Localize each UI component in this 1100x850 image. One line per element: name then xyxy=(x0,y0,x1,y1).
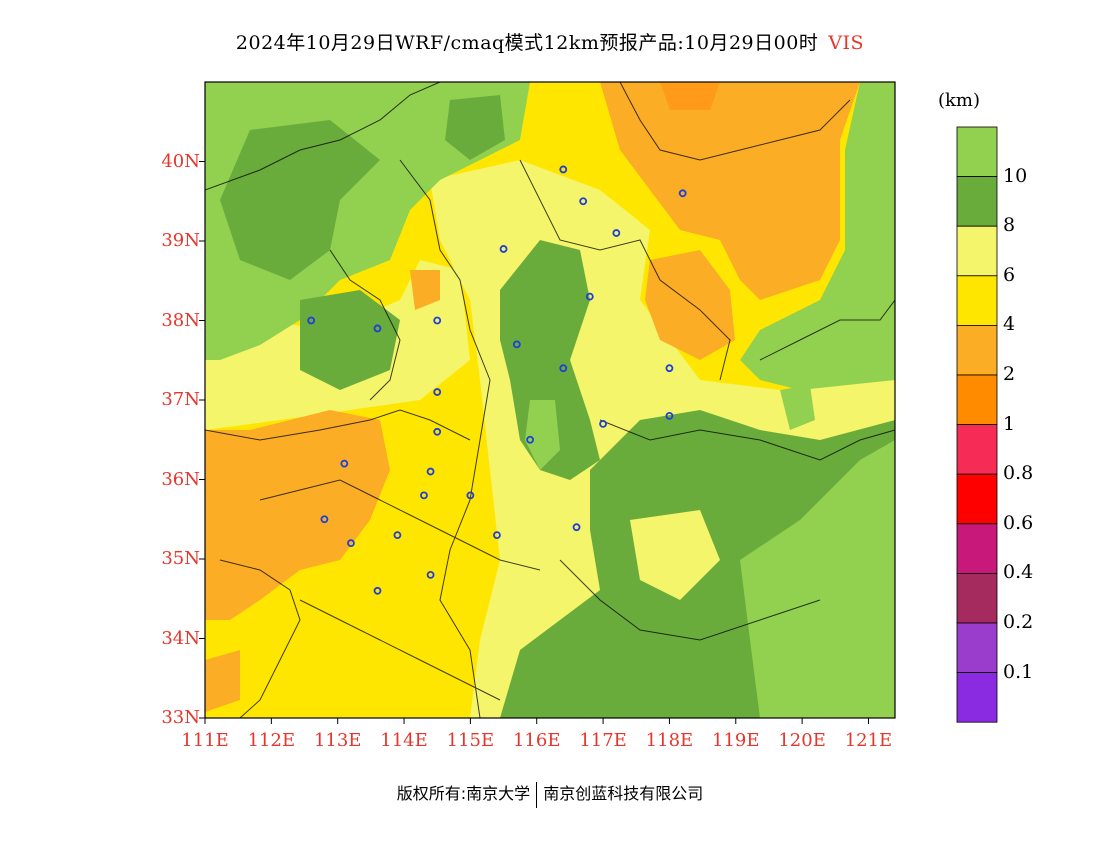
station-marker xyxy=(393,531,402,540)
colorbar-swatch xyxy=(956,126,998,177)
station-marker xyxy=(665,364,674,373)
region-vis-10-central xyxy=(525,400,560,470)
colorbar-swatch xyxy=(956,672,998,723)
station-marker xyxy=(499,245,508,253)
copyright-left: 版权所有:南京大学 xyxy=(396,784,531,803)
lon-label: 117E xyxy=(579,730,627,751)
region-vis-2-4-bohai xyxy=(645,250,735,360)
title-variable: VIS xyxy=(828,32,865,54)
colorbar xyxy=(956,126,998,723)
lon-label: 111E xyxy=(181,730,229,751)
colorbar-swatch xyxy=(956,275,998,326)
lat-label: 37N xyxy=(161,389,200,410)
colorbar-label: 0.8 xyxy=(1003,462,1034,485)
city-stations xyxy=(307,165,687,595)
colorbar-swatch xyxy=(956,176,998,227)
colorbar-label: 0.4 xyxy=(1003,561,1034,584)
station-marker xyxy=(526,435,534,444)
lat-label: 33N xyxy=(161,707,200,728)
colorbar-swatch xyxy=(956,473,998,525)
station-marker xyxy=(579,197,588,206)
colorbar-swatch xyxy=(956,324,998,376)
region-vis-10-sea xyxy=(740,82,895,390)
station-marker xyxy=(612,229,621,237)
copyright-footer: 版权所有:南京大学 南京创蓝科技有限公司 xyxy=(0,780,1100,808)
station-marker xyxy=(493,531,501,540)
lon-label: 113E xyxy=(313,730,362,751)
lat-label: 35N xyxy=(161,548,200,569)
station-marker xyxy=(426,571,435,579)
station-marker xyxy=(678,189,687,198)
region-vis-2-4-patch xyxy=(410,270,440,310)
station-marker xyxy=(585,292,594,301)
lon-label: 120E xyxy=(778,730,826,751)
colorbar-label: 6 xyxy=(1003,263,1016,286)
colorbar-unit: (km) xyxy=(938,90,981,111)
station-marker xyxy=(420,491,428,500)
lat-label: 39N xyxy=(161,230,200,251)
colorbar-swatch xyxy=(956,424,998,475)
colorbar-swatch xyxy=(956,622,998,673)
colorbar-label: 1 xyxy=(1003,412,1016,435)
colorbar-swatch xyxy=(956,225,998,277)
station-marker xyxy=(433,427,442,436)
colorbar-label: 4 xyxy=(1003,313,1016,336)
station-marker xyxy=(373,586,382,595)
lon-label: 116E xyxy=(512,730,561,751)
station-marker xyxy=(559,364,568,373)
lat-label: 40N xyxy=(161,150,200,172)
footer-separator xyxy=(536,781,538,808)
station-marker xyxy=(512,340,521,349)
region-vis-2-ne-core xyxy=(660,82,720,110)
station-marker xyxy=(572,523,581,532)
station-marker xyxy=(433,316,442,325)
colorbar-label: 0.2 xyxy=(1003,611,1034,633)
station-marker xyxy=(599,419,607,428)
lat-label: 34N xyxy=(161,627,200,649)
region-vis-8-10-north xyxy=(445,95,505,160)
station-marker xyxy=(466,491,475,500)
region-vis-6-8-se xyxy=(630,510,720,600)
axis-ticks xyxy=(199,161,869,724)
lon-label: 115E xyxy=(446,730,495,751)
colorbar-label: 0.1 xyxy=(1003,660,1034,683)
colorbar-label: 2 xyxy=(1003,363,1016,385)
lat-label: 36N xyxy=(161,468,200,490)
station-marker xyxy=(373,324,382,333)
station-marker xyxy=(665,411,674,420)
copyright-right: 南京创蓝科技有限公司 xyxy=(543,784,704,803)
station-marker xyxy=(340,459,349,468)
boundaries xyxy=(205,82,895,718)
lon-label: 112E xyxy=(247,730,296,751)
lon-label: 118E xyxy=(645,730,694,751)
region-vis-8-10-nw xyxy=(220,120,380,280)
station-marker xyxy=(426,467,435,476)
map-title: 2024年10月29日WRF/cmaq模式12km预报产品:10月29日00时 V… xyxy=(0,28,1100,55)
lon-label: 114E xyxy=(380,730,428,751)
lat-label: 38N xyxy=(161,309,200,331)
region-vis-10-se xyxy=(740,440,895,718)
region-vis-2-4-south xyxy=(205,650,240,712)
visibility-field xyxy=(205,82,895,718)
station-marker xyxy=(307,316,316,325)
colorbar-label: 8 xyxy=(1003,214,1016,237)
title-main: 2024年10月29日WRF/cmaq模式12km预报产品:10月29日00时 xyxy=(235,32,819,54)
colorbar-swatch xyxy=(956,523,998,574)
lon-label: 121E xyxy=(844,730,893,751)
colorbar-swatch xyxy=(956,573,998,624)
station-marker xyxy=(320,515,329,524)
station-marker xyxy=(347,539,355,547)
station-marker xyxy=(433,388,442,396)
region-vis-8-10-central xyxy=(500,240,600,480)
region-vis-10-shandong xyxy=(780,385,815,430)
colorbar-label: 10 xyxy=(1003,164,1028,187)
region-vis-8-10-shanxi xyxy=(300,290,400,390)
lon-label: 119E xyxy=(712,730,760,751)
colorbar-swatch xyxy=(956,374,998,425)
station-marker xyxy=(559,165,568,174)
colorbar-label: 0.6 xyxy=(1003,511,1034,534)
